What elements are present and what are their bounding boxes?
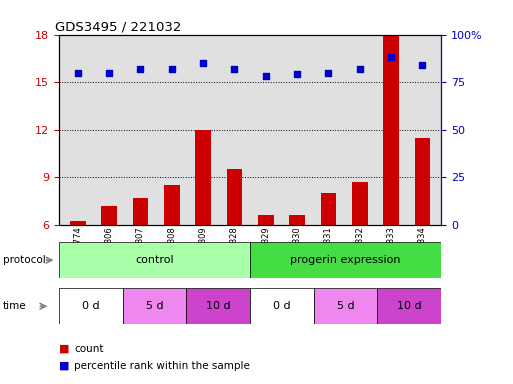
Point <box>199 60 207 66</box>
Point <box>356 66 364 72</box>
Text: control: control <box>135 255 174 265</box>
Bar <box>352 182 367 225</box>
Text: 0 d: 0 d <box>82 301 100 311</box>
Bar <box>195 130 211 225</box>
Text: time: time <box>3 301 26 311</box>
Bar <box>59 288 123 324</box>
Bar <box>133 198 148 225</box>
Text: 0 d: 0 d <box>273 301 291 311</box>
Bar <box>186 288 250 324</box>
Point <box>262 73 270 79</box>
Bar <box>314 288 378 324</box>
Point <box>230 66 239 72</box>
Bar <box>321 193 336 225</box>
Point <box>293 71 301 78</box>
Bar <box>258 215 273 225</box>
Text: 10 d: 10 d <box>397 301 422 311</box>
Text: protocol: protocol <box>3 255 45 265</box>
Bar <box>415 137 430 225</box>
Point <box>168 66 176 72</box>
Bar <box>289 215 305 225</box>
Point <box>105 70 113 76</box>
Text: count: count <box>74 344 104 354</box>
Point <box>136 66 145 72</box>
Text: 5 d: 5 d <box>337 301 354 311</box>
Text: 10 d: 10 d <box>206 301 230 311</box>
Bar <box>378 288 441 324</box>
Point <box>324 70 332 76</box>
Text: GDS3495 / 221032: GDS3495 / 221032 <box>55 20 182 33</box>
Bar <box>164 185 180 225</box>
Bar <box>383 35 399 225</box>
Bar <box>59 242 250 278</box>
Point <box>387 54 395 60</box>
Bar <box>101 206 117 225</box>
Bar <box>250 242 441 278</box>
Bar <box>70 222 86 225</box>
Bar <box>227 169 242 225</box>
Text: ■: ■ <box>59 361 69 371</box>
Text: progerin expression: progerin expression <box>290 255 401 265</box>
Bar <box>123 288 186 324</box>
Bar <box>250 288 314 324</box>
Text: 5 d: 5 d <box>146 301 163 311</box>
Point <box>74 70 82 76</box>
Text: ■: ■ <box>59 344 69 354</box>
Point <box>418 62 426 68</box>
Text: percentile rank within the sample: percentile rank within the sample <box>74 361 250 371</box>
